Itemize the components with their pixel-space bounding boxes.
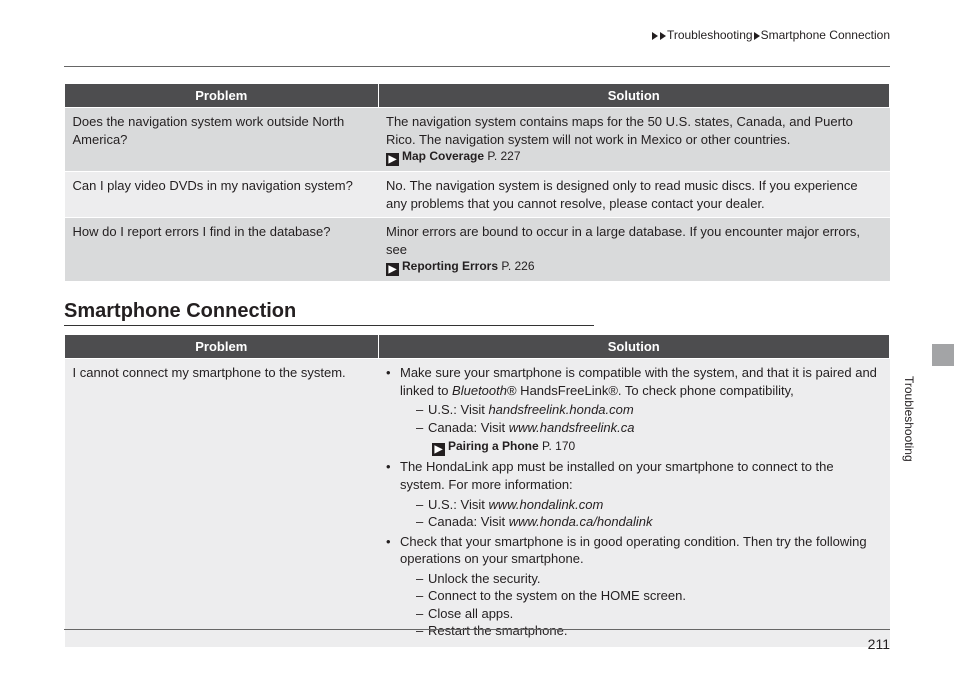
arrow-icon: [660, 32, 666, 40]
list-item: Close all apps.: [416, 605, 882, 623]
side-section-label: Troubleshooting: [902, 376, 916, 462]
text: ® HandsFreeLink®. To check phone compati…: [507, 383, 794, 398]
solution-cell: The navigation system contains maps for …: [378, 108, 890, 172]
list-item: U.S.: Visit handsfreelink.honda.com: [416, 401, 882, 419]
url-text: www.handsfreelink.ca: [509, 420, 635, 435]
url-text: www.honda.ca/hondalink: [509, 514, 653, 529]
sub-list: U.S.: Visit handsfreelink.honda.com Cana…: [400, 401, 882, 436]
table-row: Can I play video DVDs in my navigation s…: [65, 172, 890, 218]
bluetooth-text: Bluetooth: [452, 383, 507, 398]
list-item: Unlock the security.: [416, 570, 882, 588]
xref-icon: ▶: [386, 263, 399, 276]
xref-title: Reporting Errors: [402, 259, 498, 273]
arrow-icon: [652, 32, 658, 40]
xref-page: P. 227: [487, 149, 520, 163]
footer-rule: [64, 629, 890, 630]
problem-cell: How do I report errors I find in the dat…: [65, 218, 379, 282]
list-item: The HondaLink app must be installed on y…: [386, 458, 882, 530]
table-row: I cannot connect my smartphone to the sy…: [65, 359, 890, 648]
xref-icon: ▶: [432, 443, 445, 456]
list-item: Connect to the system on the HOME screen…: [416, 587, 882, 605]
solution-text: Minor errors are bound to occur in a lar…: [386, 224, 860, 257]
solution-cell: Minor errors are bound to occur in a lar…: [378, 218, 890, 282]
problem-cell: Can I play video DVDs in my navigation s…: [65, 172, 379, 218]
solution-cell: No. The navigation system is designed on…: [378, 172, 890, 218]
section-underline: [64, 325, 594, 326]
table-row: How do I report errors I find in the dat…: [65, 218, 890, 282]
list-item: Canada: Visit www.honda.ca/hondalink: [416, 513, 882, 531]
xref-page: P. 170: [542, 439, 575, 453]
breadcrumb: Troubleshooting Smartphone Connection: [64, 28, 890, 42]
table-row: Does the navigation system work outside …: [65, 108, 890, 172]
col-header-solution: Solution: [378, 335, 890, 359]
arrow-icon: [754, 32, 760, 40]
col-header-solution: Solution: [378, 84, 890, 108]
header-rule: [64, 66, 890, 67]
text: U.S.: Visit: [428, 402, 488, 417]
url-text: handsfreelink.honda.com: [488, 402, 633, 417]
list-item: Canada: Visit www.handsfreelink.ca: [416, 419, 882, 437]
side-tab: [932, 344, 954, 366]
problem-cell: I cannot connect my smartphone to the sy…: [65, 359, 379, 648]
breadcrumb-part: Smartphone Connection: [761, 28, 890, 42]
list-item: Make sure your smartphone is compatible …: [386, 364, 882, 456]
cross-reference: ▶Reporting Errors P. 226: [386, 258, 882, 276]
list-item: Restart the smartphone.: [416, 622, 882, 640]
url-text: www.hondalink.com: [488, 497, 603, 512]
table-smartphone: Problem Solution I cannot connect my sma…: [64, 334, 890, 648]
sub-list: U.S.: Visit www.hondalink.com Canada: Vi…: [400, 496, 882, 531]
text: U.S.: Visit: [428, 497, 488, 512]
col-header-problem: Problem: [65, 335, 379, 359]
table-navigation: Problem Solution Does the navigation sys…: [64, 83, 890, 282]
cross-reference: ▶Map Coverage P. 227: [386, 148, 882, 166]
xref-page: P. 226: [501, 259, 534, 273]
list-item: U.S.: Visit www.hondalink.com: [416, 496, 882, 514]
text: The HondaLink app must be installed on y…: [400, 459, 834, 492]
cross-reference: ▶Pairing a Phone P. 170: [400, 438, 882, 456]
solution-list: Make sure your smartphone is compatible …: [386, 364, 882, 640]
text: Canada: Visit: [428, 514, 509, 529]
xref-title: Pairing a Phone: [448, 439, 539, 453]
xref-title: Map Coverage: [402, 149, 484, 163]
solution-cell: Make sure your smartphone is compatible …: [378, 359, 890, 648]
problem-cell: Does the navigation system work outside …: [65, 108, 379, 172]
breadcrumb-part: Troubleshooting: [667, 28, 753, 42]
text: Check that your smartphone is in good op…: [400, 534, 867, 567]
col-header-problem: Problem: [65, 84, 379, 108]
section-title: Smartphone Connection: [64, 300, 890, 323]
text: Canada: Visit: [428, 420, 509, 435]
xref-icon: ▶: [386, 153, 399, 166]
solution-text: The navigation system contains maps for …: [386, 114, 853, 147]
list-item: Check that your smartphone is in good op…: [386, 533, 882, 640]
page-number: 211: [868, 636, 890, 652]
